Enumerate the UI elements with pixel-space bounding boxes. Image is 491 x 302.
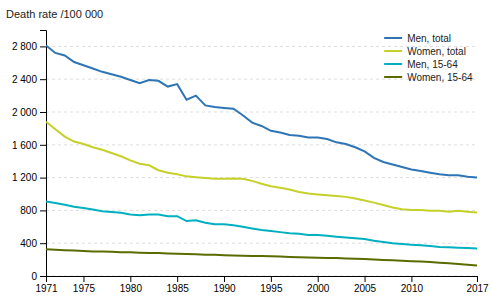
tick-label: 1 200 [12,172,37,183]
legend-label: Women, 15-64 [407,72,473,83]
tick: 800 [20,205,46,216]
tick-mark [40,145,46,146]
lines [46,46,477,266]
tick-mark [318,276,319,282]
grid-line [46,243,477,244]
tick-label: 1 600 [12,140,37,151]
tick: 0 [31,271,46,282]
tick-mark [411,276,412,282]
tick-mark [477,276,478,282]
y-label: Death rate /100 000 [6,8,103,20]
grid [46,46,477,276]
tick-label: 1971 [35,283,58,294]
tick-label: 2 800 [12,41,37,52]
tick-label: 2017 [466,283,489,294]
tick: 1995 [260,276,283,294]
grid-line [46,144,477,145]
legend-item: Women, total [384,46,466,57]
x-axis: 1971 1975 1980 1985 1990 1995 2000 2005 2010 2017 [35,276,489,294]
tick: 400 [20,238,46,249]
tick-mark [177,276,178,282]
tick: 2017 [466,276,489,294]
tick-label: 1975 [73,283,96,294]
tick: 1971 [35,276,58,294]
series-line [46,249,477,265]
legend-swatch [384,76,402,78]
tick-label: 1980 [120,283,143,294]
tick-label: 800 [20,205,37,216]
tick: 2 800 [12,41,46,52]
tick-label: 2010 [401,283,424,294]
axis-line [40,31,47,277]
legend-swatch [384,63,402,65]
grid-line [46,177,477,178]
tick-mark [365,276,366,282]
legend-label: Men, 15-64 [407,59,458,70]
legend-label: Women, total [407,46,466,57]
tick-mark [224,276,225,282]
tick-label: 0 [31,271,37,282]
tick: 2 400 [12,74,46,85]
tick: 1 200 [12,172,46,183]
tick: 2005 [354,276,377,294]
tick-label: 1985 [167,283,190,294]
tick-mark [40,79,46,80]
tick-mark [40,112,46,113]
chart: 1971 1975 1980 1985 1990 1995 2000 2005 2010 2017… [0,0,491,302]
legend-item: Men, total [384,33,451,44]
tick-label: 2005 [354,283,377,294]
tick: 1980 [120,276,143,294]
legend-swatch [384,50,402,52]
tick-label: 1995 [260,283,283,294]
tick-label: 400 [20,238,37,249]
axis-line [47,277,478,283]
tick: 1990 [213,276,236,294]
tick-mark [40,243,46,244]
series-line [46,201,477,248]
tick-mark [40,46,46,47]
tick-mark [40,210,46,211]
tick-mark [83,276,84,282]
tick-mark [40,276,46,277]
tick: 1975 [73,276,96,294]
series-line [46,122,477,213]
legend-swatch [384,37,402,39]
legend-item: Men, 15-64 [384,59,458,70]
tick: 1985 [167,276,190,294]
grid-line [46,112,477,113]
legend-label: Men, total [407,33,451,44]
legend: Men, total Women, total Men, 15-64 Women, 1… [384,33,473,83]
tick-mark [271,276,272,282]
tick-mark [130,276,131,282]
tick: 2 000 [12,107,46,118]
tick-label: 2 000 [12,107,37,118]
tick-label: 1990 [213,283,236,294]
tick-label: 2000 [307,283,330,294]
plot: 1971 1975 1980 1985 1990 1995 2000 2005 2010 2017… [12,31,489,295]
tick: 1 600 [12,140,46,151]
tick: 2000 [307,276,330,294]
series-line [46,46,477,178]
tick-mark [40,178,46,179]
legend-item: Women, 15-64 [384,72,473,83]
y-axis: 0 400 800 1 200 1 600 2 000 2 400 2 800 [12,31,47,282]
tick: 2010 [401,276,424,294]
tick-label: 2 400 [12,74,37,85]
